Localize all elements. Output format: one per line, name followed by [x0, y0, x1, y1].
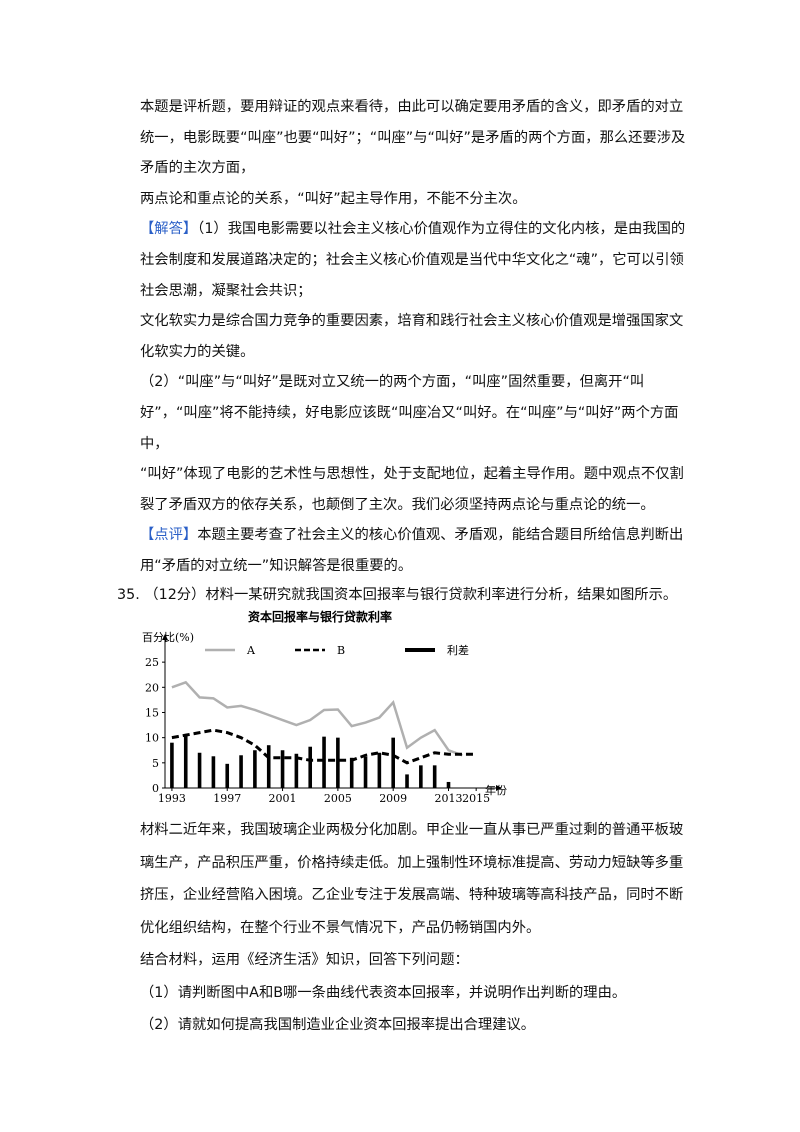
- bar: [253, 750, 257, 788]
- paragraph: （2）“叫座”与“叫好”是既对立又统一的两个方面，“叫座”固然重要，但离开“叫好…: [140, 374, 679, 452]
- paragraph: 结合材料，运用《经济生活》知识，回答下列问题：: [140, 952, 469, 968]
- text: 本题主要考查了社会主义的核心价值观、矛盾观，能结合题目所给信息判断出用“矛盾的对…: [140, 527, 684, 574]
- paragraph: 材料二近年来，我国玻璃企业两极分化加剧。甲企业一直从事已严重过剩的普通平板玻璃生…: [140, 822, 684, 936]
- legend-label: A: [246, 644, 256, 657]
- paragraph: 【解答】（1）我国电影需要以社会主义核心价值观作为立得住的文化内核，是由我国的社…: [140, 214, 688, 306]
- paragraph: 本题是评析题，要用辩证的观点来看待，由此可以确定要用矛盾的含义，即矛盾的对立统一…: [140, 99, 686, 177]
- bar: [294, 753, 299, 788]
- y-tick-label: 0: [152, 782, 159, 795]
- chart-title: 资本回报率与银行贷款利率: [248, 610, 392, 624]
- bar: [446, 781, 451, 788]
- question-number: 35.: [117, 587, 140, 603]
- bar: [280, 750, 285, 788]
- materials: 材料二近年来，我国玻璃企业两极分化加剧。甲企业一直从事已严重过剩的普通平板玻璃生…: [140, 814, 688, 1042]
- x-tick-label: 1993: [158, 792, 186, 805]
- text: （1）我国电影需要以社会主义核心价值观作为立得住的文化内核，是由我国的社会制度和…: [140, 221, 686, 299]
- legend-label: B: [337, 644, 345, 657]
- x-tick-label: 2015: [462, 792, 490, 805]
- y-tick-label: 25: [145, 656, 159, 669]
- question-text: （12分）材料一某研究就我国资本回报率与银行贷款利率进行分析，结果如图所示。: [144, 587, 678, 603]
- bar: [377, 752, 382, 788]
- bar: [405, 774, 409, 788]
- bar: [211, 756, 216, 788]
- bar: [432, 765, 437, 788]
- x-tick-label: 2001: [269, 792, 297, 805]
- x-tick-label: 2013: [435, 792, 463, 805]
- paragraph: “叫好”体现了电影的艺术性与思想性，处于支配地位，起着主导作用。题中观点不仅割裂…: [140, 466, 684, 513]
- x-tick-label: 2009: [379, 792, 407, 805]
- y-tick-label: 20: [145, 681, 159, 694]
- bar: [239, 755, 243, 788]
- paragraph: 文化软实力是综合国力竞争的重要因素，培育和践行社会主义核心价值观是增强国家文化软…: [140, 313, 684, 360]
- question: 35. （12分）材料一某研究就我国资本回报率与银行贷款利率进行分析，结果如图所…: [117, 580, 697, 611]
- bar: [419, 765, 423, 788]
- paragraph: （1）请判断图中A和B哪一条曲线代表资本回报率，并说明作出判断的理由。: [140, 984, 627, 1001]
- bar: [363, 756, 368, 788]
- bar: [349, 757, 354, 788]
- bar: [336, 737, 340, 788]
- label: 【点评】: [140, 527, 198, 544]
- bar: [183, 735, 188, 788]
- bar: [266, 745, 271, 788]
- paragraph: （2）请就如何提高我国制造业企业资本回报率提出合理建议。: [140, 1017, 536, 1033]
- x-tick-label: 1997: [213, 792, 241, 805]
- legend-label: 利差: [447, 643, 469, 657]
- bar: [308, 746, 313, 788]
- label: 【解答】: [140, 221, 198, 238]
- line-series: [171, 680, 463, 757]
- x-tick-label: 2005: [324, 792, 352, 805]
- bar: [391, 737, 395, 788]
- y-tick-label: 15: [145, 706, 159, 719]
- bar: [225, 763, 230, 788]
- bar: [197, 752, 202, 788]
- paragraph: 两点论和重点论的关系，“叫好”起主导作用，不能不分主次。: [140, 190, 527, 207]
- y-tick-label: 10: [145, 732, 159, 745]
- bar: [322, 736, 326, 788]
- bar: [170, 742, 174, 788]
- paragraph: 【点评】本题主要考查了社会主义的核心价值观、矛盾观，能结合题目所给信息判断出用“…: [140, 520, 688, 581]
- chart: 资本回报率与银行贷款利率 百分比(%) 年份 05101520251993199…: [142, 610, 507, 805]
- y-tick-label: 5: [152, 757, 159, 770]
- analysis: 本题是评析题，要用辩证的观点来看待，由此可以确定要用矛盾的含义，即矛盾的对立统一…: [140, 92, 688, 582]
- y-axis-label: 百分比(%): [142, 631, 194, 644]
